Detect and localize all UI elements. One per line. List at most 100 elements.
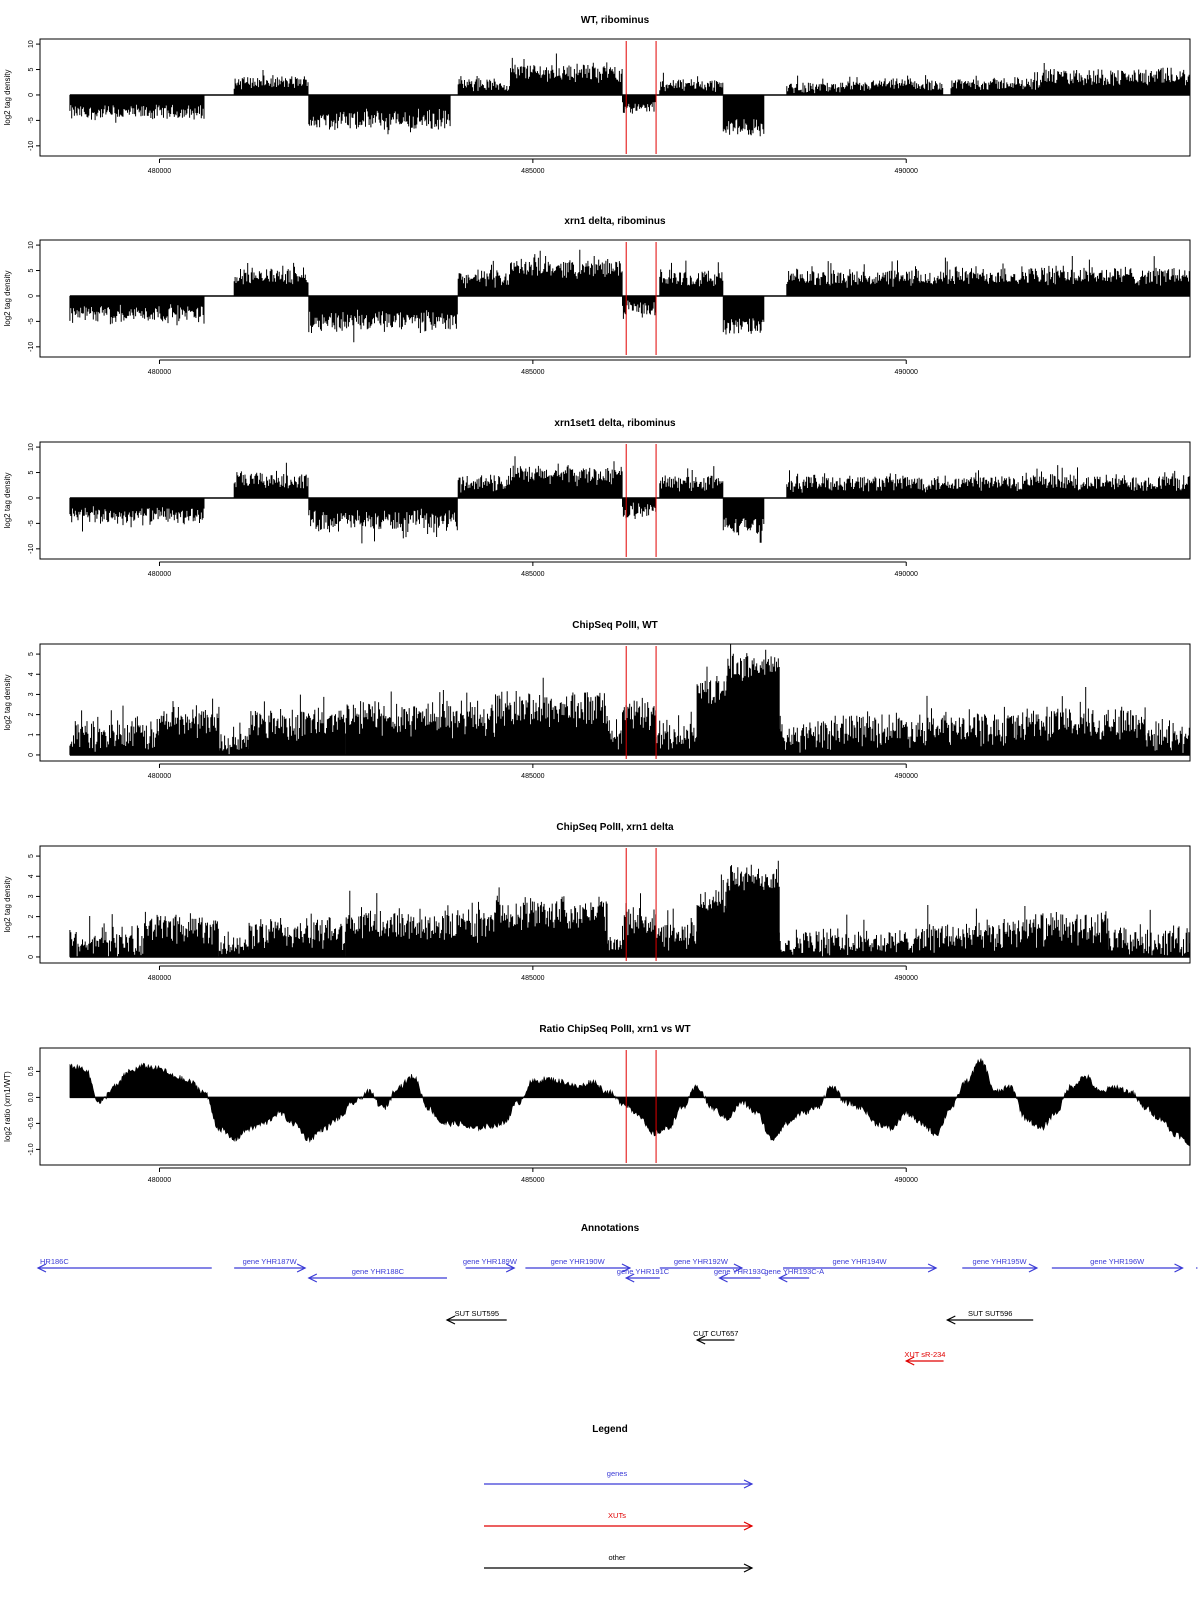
bar-segment-11: [726, 644, 780, 755]
feature-arrowhead: [904, 1356, 915, 1366]
other-feature: CUT CUT657: [693, 1329, 738, 1345]
feature-arrowhead: [296, 1263, 307, 1273]
y-tick-label: 2: [28, 713, 35, 717]
plot-area: [69, 456, 1190, 544]
plot-frame: [39, 38, 1191, 157]
plot-frame: [39, 1047, 1191, 1166]
y-tick-label: -1.0: [28, 1143, 35, 1155]
bar-segment-10: [696, 874, 728, 957]
xut-feature: XUT sR-234: [904, 1350, 945, 1366]
x-tick-label: 490000: [895, 975, 918, 982]
y-axis-label: log2 tag density: [3, 472, 12, 528]
panel-title: ChipSeq PolII, WT: [572, 620, 658, 631]
y-tick-label: -10: [28, 544, 35, 554]
y-tick-label: 10: [28, 40, 35, 48]
bar-segment-4: [457, 474, 511, 498]
gene-feature: gene YHR195W: [962, 1257, 1039, 1273]
bar-segment-5: [345, 690, 496, 755]
legend: Legend genes XUTs other: [484, 1424, 754, 1573]
bar-segment-7: [659, 72, 724, 95]
plot-area: [69, 53, 1190, 137]
bar-segment-8: [722, 296, 765, 335]
bar-segment-9: [786, 465, 1190, 498]
x-tick-label: 490000: [895, 571, 918, 578]
track-panel-2: xrn1 delta, ribominus log2 tag density -10…: [3, 216, 1191, 376]
other-feature: SUT SUT595: [445, 1309, 507, 1325]
bar-segment-13: [905, 905, 1003, 957]
feature-label: gene YHR188C: [352, 1267, 405, 1276]
x-tick-label: 490000: [895, 773, 918, 780]
bar-segment-2: [144, 911, 219, 957]
y-tick-label: 0: [28, 753, 35, 757]
plot-area: [69, 644, 1190, 756]
feature-arrowhead: [945, 1315, 956, 1325]
feature-label: gene YHR190W: [551, 1257, 606, 1266]
x-tick-label: 480000: [148, 1177, 171, 1184]
panel-title: xrn1 delta, ribominus: [564, 216, 666, 227]
bar-segment-9: [655, 711, 698, 755]
bar-segment-10: [943, 256, 1190, 296]
bar-segment-10: [696, 666, 728, 755]
gene-feature: gene YHR193C: [714, 1267, 767, 1283]
feature-label: gene YHR193C: [714, 1267, 767, 1276]
bar-segment-8: [722, 95, 765, 137]
bar-segment-7: [659, 260, 724, 296]
y-tick-label: 4: [28, 672, 35, 676]
feature-arrowhead: [621, 1263, 632, 1273]
feature-arrowhead: [733, 1263, 744, 1273]
feature-arrowhead: [1174, 1263, 1184, 1273]
bar-segment-4: [457, 76, 511, 95]
y-tick-label: -5: [28, 520, 35, 526]
y-axis-label: log2 tag density: [3, 69, 12, 125]
y-tick-label: -0.5: [28, 1117, 35, 1129]
annotations-section: Annotations HR186C gene YHR187W gene YHR18…: [36, 1223, 1198, 1366]
y-tick-label: 4: [28, 874, 35, 878]
bar-segment-4: [248, 694, 346, 755]
bar-segment-5: [510, 53, 623, 95]
bar-segment-1: [69, 914, 145, 957]
y-tick-label: 5: [28, 854, 35, 858]
y-tick-label: -5: [28, 318, 35, 324]
feature-arrowhead: [777, 1273, 788, 1283]
x-tick-label: 485000: [521, 571, 544, 578]
track-panel-1: WT, ribominus log2 tag density -10 -5 0 5 10 48…: [3, 15, 1191, 175]
feature-label: gene YHR187W: [243, 1257, 298, 1266]
y-tick-label: 3: [28, 894, 35, 898]
y-tick-label: 3: [28, 692, 35, 696]
plot-area: [69, 1058, 1190, 1147]
y-tick-label: 0: [28, 955, 35, 959]
gene-feature: gene YHR189W: [463, 1257, 518, 1273]
bar-segment-13: [831, 695, 1019, 755]
legend-title: Legend: [592, 1424, 628, 1435]
legend-items: genes XUTs other: [484, 1469, 754, 1573]
gene-feature: gene YHR188C: [307, 1267, 447, 1283]
bar-segment-4: [248, 913, 346, 957]
feature-label: SUT SUT595: [455, 1309, 499, 1318]
bar-segment-14: [1002, 906, 1109, 957]
bar-segment-14: [1017, 687, 1146, 755]
gene-feature: HR186C: [36, 1257, 212, 1273]
bar-segment-15: [1107, 909, 1190, 957]
feature-label: gene YHR193C-A: [764, 1267, 824, 1276]
bar-segment-6: [622, 296, 657, 319]
panel-title: xrn1set1 delta, ribominus: [554, 418, 676, 429]
feature-arrowhead: [445, 1315, 456, 1325]
x-tick-label: 490000: [895, 168, 918, 175]
feature-label: SUT SUT596: [968, 1309, 1012, 1318]
legend-item-genes: genes: [484, 1469, 754, 1489]
plot-frame: [39, 441, 1191, 560]
gene-feature: gene YHR196W: [1051, 1257, 1184, 1273]
y-axis-label: log2 tag density: [3, 674, 12, 730]
plot-frame: [39, 643, 1191, 762]
gene-feature: gene YHR192W: [659, 1257, 744, 1273]
bar-segment-11: [726, 860, 780, 957]
x-tick-label: 485000: [521, 168, 544, 175]
bar-segment-3: [308, 498, 458, 544]
bar-segment-6: [622, 95, 657, 114]
bar-segment-1: [69, 498, 205, 532]
bar-segment-1: [69, 296, 205, 326]
plot-frame: [39, 845, 1191, 964]
feature-arrowhead: [1028, 1263, 1039, 1273]
plot-area: [69, 249, 1190, 343]
